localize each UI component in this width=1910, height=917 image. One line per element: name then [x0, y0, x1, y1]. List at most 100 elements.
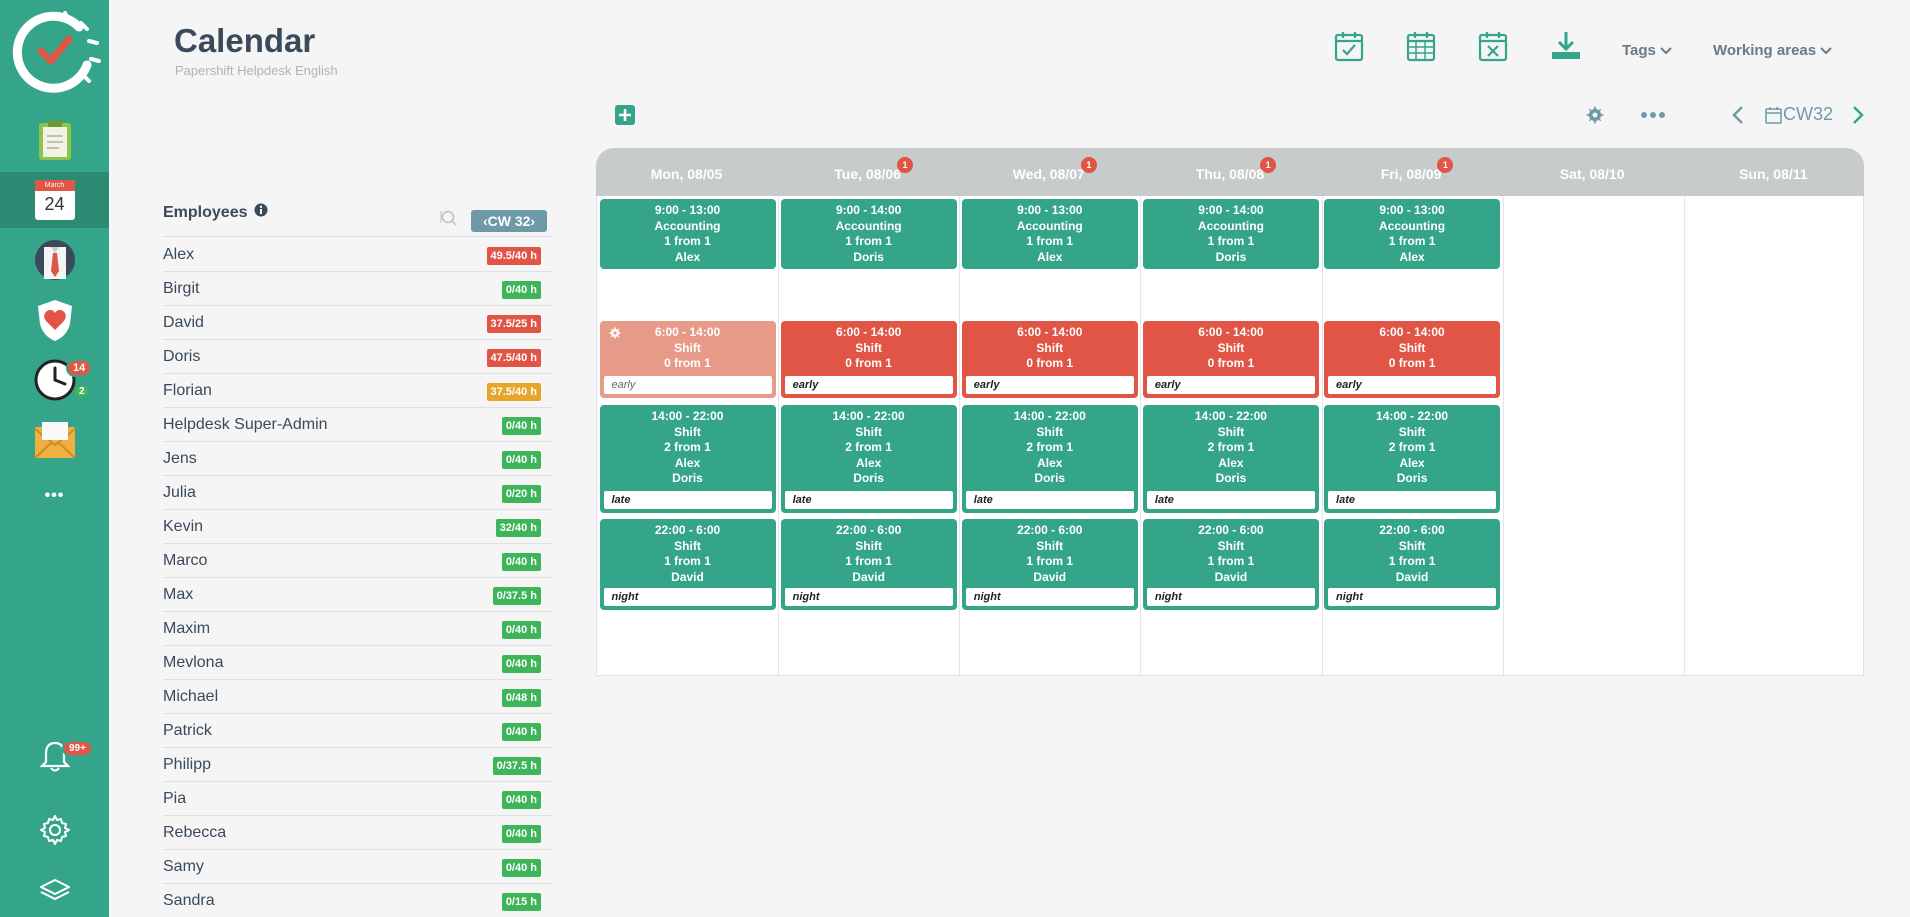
day-header[interactable]: Fri, 08/09 1 [1321, 157, 1502, 182]
sidebar-item-time-tracking[interactable]: 14 2 [0, 352, 109, 408]
employee-row[interactable]: Kevin 32/40 h [163, 510, 553, 544]
shift-settings-gear-icon[interactable] [608, 326, 622, 340]
shift-card[interactable]: 6:00 - 14:00 Shift 0 from 1 early [1324, 321, 1501, 398]
sidebar-item-messages[interactable] [0, 412, 109, 468]
calendar-delete-button[interactable] [1478, 30, 1508, 62]
shift-name: Accounting [1379, 218, 1446, 233]
shift-assignee: Doris [1215, 249, 1247, 264]
employee-name: Sandra [163, 892, 215, 909]
sidebar-settings[interactable] [0, 802, 109, 858]
employee-hours-badge: 37.5/25 h [486, 315, 541, 333]
shift-card[interactable]: 22:00 - 6:00 Shift 1 from 1 David night [961, 519, 1138, 610]
employee-tie-icon [34, 240, 75, 280]
shift-assignee: Doris [1396, 471, 1428, 485]
calendar-settings-button[interactable] [1585, 105, 1605, 130]
day-header-label: Tue, 08/06 1 [834, 157, 913, 182]
add-shift-button[interactable] [615, 105, 635, 130]
calendar-check-button[interactable] [1334, 30, 1364, 62]
shift-staffing-count: 2 from 1 [1388, 440, 1436, 454]
employee-row[interactable]: Mevlona 0/40 h [163, 646, 553, 680]
calendar-grid-button[interactable] [1406, 30, 1436, 62]
sidebar-more-button[interactable]: ••• [0, 466, 109, 526]
day-header[interactable]: Mon, 08/05 [596, 166, 777, 182]
week-picker[interactable]: CW32 [1765, 104, 1833, 125]
employees-week-switcher[interactable]: ‹CW 32› [471, 210, 547, 232]
shift-card[interactable]: 22:00 - 6:00 Shift 1 from 1 David night [1324, 519, 1501, 610]
shift-card[interactable]: 14:00 - 22:00 Shift 2 from 1 Alex Doris late [599, 405, 776, 513]
shift-card[interactable]: 14:00 - 22:00 Shift 2 from 1 Alex Doris late [1324, 405, 1501, 513]
week-label: CW32 [1783, 104, 1834, 124]
employee-row[interactable]: Julia 0/20 h [163, 476, 553, 510]
shift-assignee: David [671, 569, 704, 584]
shift-assignee: Alex [674, 455, 701, 470]
employee-name: Julia [163, 484, 196, 501]
sidebar-layers[interactable] [0, 862, 109, 917]
shift-card[interactable]: 22:00 - 6:00 Shift 1 from 1 David night [599, 519, 776, 610]
shift-staffing-count: 1 from 1 [1026, 234, 1074, 248]
shift-card[interactable]: 9:00 - 14:00 Accounting 1 from 1 Doris [1142, 199, 1319, 269]
shift-time: 22:00 - 6:00 [1017, 523, 1083, 537]
sidebar-item-absences[interactable] [0, 292, 109, 348]
day-header[interactable]: Sat, 08/10 [1502, 166, 1683, 182]
shift-assignee: Doris [853, 249, 884, 264]
more-options-button[interactable] [1640, 108, 1666, 126]
app-logo[interactable] [0, 0, 109, 106]
employee-row[interactable]: Marco 0/40 h [163, 544, 553, 578]
shift-card[interactable]: 14:00 - 22:00 Shift 2 from 1 Alex Doris late [1142, 405, 1319, 513]
info-icon[interactable] [254, 203, 268, 217]
employee-row[interactable]: Sandra 0/15 h [163, 884, 553, 917]
shift-staffing-count: 2 from 1 [664, 440, 711, 454]
employee-row[interactable]: Max 0/37.5 h [163, 578, 553, 612]
shift-card[interactable]: 22:00 - 6:00 Shift 1 from 1 David night [780, 519, 957, 610]
shift-card[interactable]: 6:00 - 14:00 Shift 0 from 1 early [780, 321, 957, 398]
shift-name: Shift [1398, 538, 1426, 553]
day-header[interactable]: Wed, 08/07 1 [958, 157, 1139, 182]
sidebar-item-calendar[interactable]: March 24 [0, 172, 109, 228]
working-areas-dropdown[interactable]: Working areas [1713, 42, 1832, 59]
shift-card[interactable]: 9:00 - 13:00 Accounting 1 from 1 Alex [1324, 199, 1501, 269]
shift-card[interactable]: 9:00 - 13:00 Accounting 1 from 1 Alex [599, 199, 776, 269]
employee-row[interactable]: Birgit 0/40 h [163, 272, 553, 306]
employee-name: Patrick [163, 722, 212, 739]
shift-card[interactable]: 6:00 - 14:00 Shift 0 from 1 early [1142, 321, 1319, 398]
employee-row[interactable]: Florian 37.5/40 h [163, 374, 553, 408]
shift-card[interactable]: 14:00 - 22:00 Shift 2 from 1 Alex Doris late [961, 405, 1138, 513]
day-header[interactable]: Thu, 08/08 1 [1139, 157, 1320, 182]
employee-row[interactable]: Michael 0/48 h [163, 680, 553, 714]
shift-name: Shift [674, 340, 701, 355]
employee-row[interactable]: Helpdesk Super-Admin 0/40 h [163, 408, 553, 442]
employee-row[interactable]: Doris 47.5/40 h [163, 340, 553, 374]
shift-name: Shift [674, 538, 701, 553]
shift-card[interactable]: 6:00 - 14:00 Shift 0 from 1 early [961, 321, 1138, 398]
day-header[interactable]: Sun, 08/11 [1683, 166, 1864, 182]
tags-dropdown[interactable]: Tags [1622, 42, 1672, 59]
employee-row[interactable]: Pia 0/40 h [163, 782, 553, 816]
previous-week-button[interactable] [1732, 105, 1744, 130]
next-week-button[interactable] [1852, 105, 1864, 130]
employee-search-button[interactable] [440, 209, 458, 232]
ellipsis-icon [1641, 112, 1665, 118]
employee-row[interactable]: Patrick 0/40 h [163, 714, 553, 748]
shift-tag: late [1328, 491, 1497, 509]
employee-row[interactable]: Rebecca 0/40 h [163, 816, 553, 850]
employee-row[interactable]: Philipp 0/37.5 h [163, 748, 553, 782]
employee-name: Mevlona [163, 654, 224, 671]
day-header[interactable]: Tue, 08/06 1 [777, 157, 958, 182]
page-subtitle: Papershift Helpdesk English [175, 63, 338, 78]
shift-card[interactable]: 6:00 - 14:00 Shift 0 from 1 early [599, 321, 776, 398]
employee-row[interactable]: Jens 0/40 h [163, 442, 553, 476]
employee-row[interactable]: Samy 0/40 h [163, 850, 553, 884]
employee-row[interactable]: David 37.5/25 h [163, 306, 553, 340]
shift-card[interactable]: 9:00 - 14:00 Accounting 1 from 1 Doris [780, 199, 957, 269]
sidebar-item-employees[interactable] [0, 232, 109, 288]
clock-icon [34, 359, 75, 401]
employee-name: Maxim [163, 620, 211, 637]
employee-row[interactable]: Maxim 0/40 h [163, 612, 553, 646]
shift-card[interactable]: 22:00 - 6:00 Shift 1 from 1 David night [1142, 519, 1319, 610]
shift-card[interactable]: 14:00 - 22:00 Shift 2 from 1 Alex Doris late [780, 405, 957, 513]
sidebar-notifications[interactable]: 99+ [0, 728, 109, 784]
employee-row[interactable]: Alex 49.5/40 h [163, 238, 553, 272]
shift-card[interactable]: 9:00 - 13:00 Accounting 1 from 1 Alex [961, 199, 1138, 269]
download-button[interactable] [1551, 30, 1581, 62]
sidebar-item-clipboard[interactable] [0, 112, 109, 168]
